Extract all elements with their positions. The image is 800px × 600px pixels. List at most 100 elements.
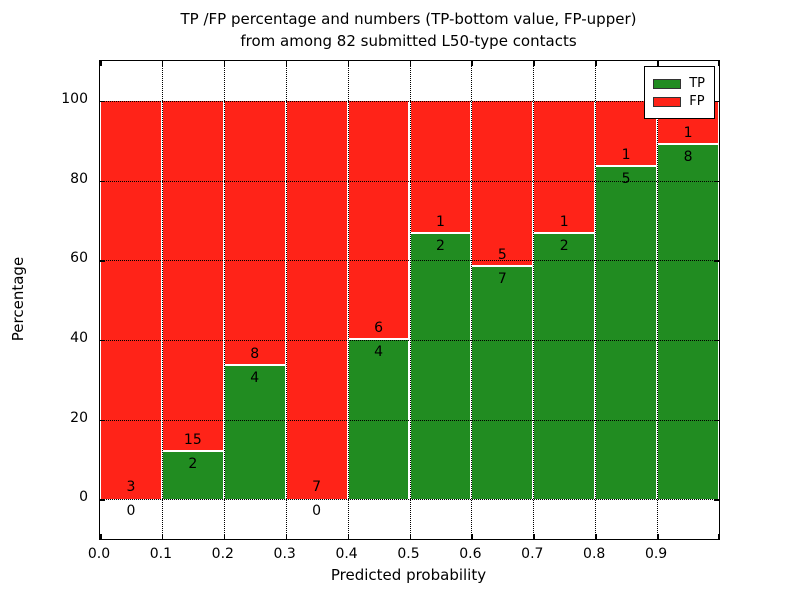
grid-line-vertical [285, 61, 287, 539]
x-tick-mark [657, 61, 659, 66]
grid-line-horizontal [100, 100, 719, 102]
fp-count-annotation: 7 [312, 479, 322, 496]
grid-line-vertical [595, 61, 597, 539]
chart-title: TP /FP percentage and numbers (TP-bottom… [99, 8, 718, 52]
bar-segment-fp [224, 100, 285, 367]
bar-segment-tp [596, 167, 657, 500]
x-tick-label: 0.7 [521, 546, 544, 562]
x-tick-label: 0.5 [397, 546, 420, 562]
x-tick-mark [657, 534, 659, 539]
tp-count-annotation: 7 [497, 270, 507, 287]
chart-title-line1: TP /FP percentage and numbers (TP-bottom… [180, 10, 637, 28]
x-tick-mark [285, 61, 288, 66]
y-tick-label: 100 [61, 90, 88, 107]
grid-line-vertical [409, 61, 411, 539]
grid-line-horizontal [100, 419, 719, 421]
bar-segment-fp [162, 100, 223, 453]
y-tick-mark [714, 180, 719, 182]
bar-segment-fp [410, 100, 471, 234]
y-tick-label: 20 [70, 409, 88, 426]
x-tick-mark [100, 61, 102, 66]
tp-count-annotation: 0 [126, 503, 136, 520]
y-tick-mark [100, 100, 105, 103]
bar-segment-fp [472, 100, 533, 267]
tp-count-annotation: 4 [250, 370, 260, 387]
fp-count-annotation: 6 [374, 319, 383, 336]
x-tick-label: 0.6 [459, 546, 482, 562]
bar-segment-fp [534, 100, 595, 234]
grid-line-vertical [347, 61, 349, 539]
plot-area: TP FP 3 0 15 2 8 4 7 0 6 4 1 2 5 7 1 2 1 5 1 8 [99, 60, 720, 540]
bar-segment-fp [101, 100, 161, 500]
y-tick-mark [714, 339, 719, 342]
tp-count-annotation: 0 [312, 503, 322, 520]
x-tick-label: 0.0 [87, 546, 111, 562]
x-tick-mark [409, 534, 411, 539]
bar-segment-tp [658, 145, 718, 500]
fp-count-annotation: 1 [621, 147, 631, 164]
y-tick-mark [100, 180, 105, 182]
y-tick-label: 80 [70, 170, 88, 187]
bar-segment-tp [348, 339, 409, 500]
bar-segment-fp [348, 100, 409, 340]
x-tick-mark [595, 534, 597, 539]
y-tick-mark [714, 100, 719, 103]
x-tick-mark [161, 61, 164, 66]
x-tick-label: 0.8 [583, 546, 606, 562]
x-tick-mark [595, 61, 597, 66]
bar-segment-fp [286, 100, 347, 500]
fp-count-annotation: 1 [559, 213, 569, 230]
y-tick-mark [714, 419, 719, 421]
x-tick-label: 0.9 [644, 546, 668, 562]
x-tick-mark [409, 61, 411, 66]
y-tick-label: 0 [79, 489, 88, 506]
bar-segment-tp [162, 452, 223, 500]
x-tick-label: 0.1 [149, 546, 173, 562]
tp-color-swatch [653, 78, 682, 89]
fp-count-annotation: 3 [126, 479, 136, 496]
x-tick-mark [717, 534, 719, 539]
legend-label-tp: TP [689, 76, 705, 91]
fp-count-annotation: 8 [250, 346, 260, 363]
fp-color-swatch [653, 96, 682, 107]
legend-label-fp: FP [689, 94, 705, 109]
y-tick-mark [100, 419, 105, 421]
chart-title-line2: from among 82 submitted L50-type contact… [240, 32, 577, 50]
x-tick-mark [533, 61, 535, 66]
bar-segment-tp [534, 233, 595, 500]
x-axis-label: Predicted probability [330, 566, 487, 584]
grid-line-horizontal [100, 180, 719, 182]
legend: TP FP [644, 66, 715, 119]
x-tick-mark [223, 534, 226, 539]
x-tick-mark [161, 534, 164, 539]
grid-line-horizontal [100, 260, 719, 262]
legend-item-fp: FP [653, 94, 705, 109]
x-tick-mark [471, 534, 473, 539]
y-axis-label: Percentage [9, 256, 27, 342]
x-tick-mark [471, 61, 473, 66]
y-tick-mark [100, 339, 105, 342]
x-tick-mark [223, 61, 226, 66]
tp-count-annotation: 5 [621, 171, 631, 188]
grid-line-vertical [223, 61, 225, 539]
fp-count-annotation: 15 [183, 432, 202, 449]
y-tick-mark [100, 499, 105, 501]
tp-count-annotation: 2 [435, 237, 445, 254]
y-tick-mark [714, 260, 719, 262]
tp-count-annotation: 2 [188, 456, 198, 473]
x-tick-label: 0.4 [335, 546, 358, 562]
fp-count-annotation: 5 [497, 246, 507, 263]
legend-item-tp: TP [653, 76, 705, 91]
x-tick-mark [285, 534, 288, 539]
grid-line-horizontal [100, 499, 719, 501]
grid-line-vertical [161, 61, 163, 539]
fp-count-annotation: 1 [683, 125, 693, 142]
x-tick-label: 0.2 [211, 546, 234, 562]
x-tick-mark [347, 534, 350, 539]
bar-segment-tp [410, 233, 471, 500]
y-tick-label: 40 [70, 329, 88, 346]
y-tick-label: 60 [70, 250, 88, 267]
grid-line-vertical [533, 61, 535, 539]
tp-count-annotation: 2 [559, 237, 569, 254]
